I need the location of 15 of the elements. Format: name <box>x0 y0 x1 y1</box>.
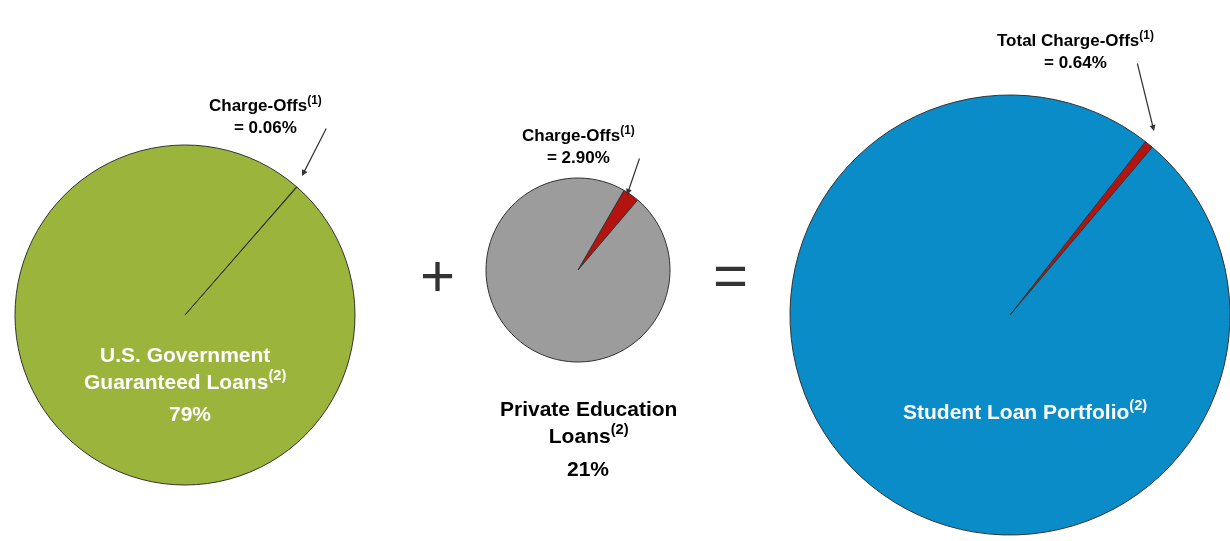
slice-label: Charge-Offs$^{(1)}$ <box>522 123 635 146</box>
slice-label: Charge-Offs$^{(1)}$ <box>209 93 322 116</box>
data-label: = 2.90% <box>546 148 610 168</box>
slice-label: Private Education Loans$^{(2)}$ <box>500 397 678 448</box>
data-label: = 0.64% <box>1044 53 1107 73</box>
text: = <box>713 242 749 309</box>
pie-slice <box>789 94 1230 536</box>
slice-label: Total Charge-Offs$^{(1)}$ <box>997 28 1154 51</box>
slice-label: Student Loan Portfolio$^{(2)}$ <box>903 397 1148 423</box>
text: 21% <box>567 457 610 480</box>
slice-label: U.S. Government Guaranteed Loans$^{(2)}$ <box>84 343 287 394</box>
text: 79% <box>169 402 212 425</box>
text: + <box>420 242 456 309</box>
data-label: = 0.06% <box>233 118 297 138</box>
pie-slice <box>485 177 671 363</box>
